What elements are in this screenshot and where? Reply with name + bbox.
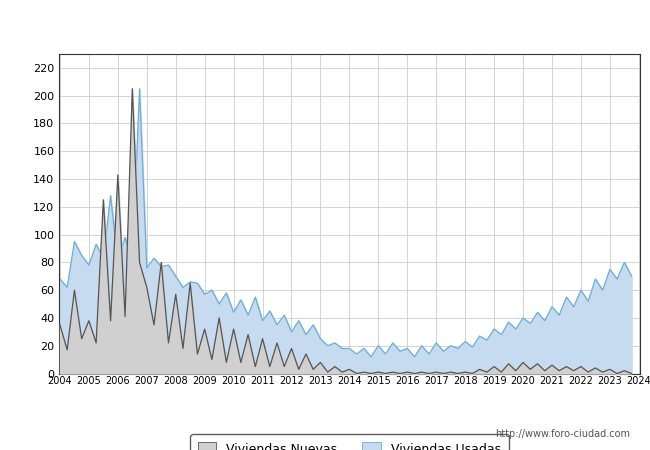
Text: http://www.foro-ciudad.com: http://www.foro-ciudad.com <box>495 429 630 439</box>
Text: Archena - Evolucion del Nº de Transacciones Inmobiliarias: Archena - Evolucion del Nº de Transaccio… <box>112 16 538 31</box>
Legend: Viviendas Nuevas, Viviendas Usadas: Viviendas Nuevas, Viviendas Usadas <box>190 435 509 450</box>
